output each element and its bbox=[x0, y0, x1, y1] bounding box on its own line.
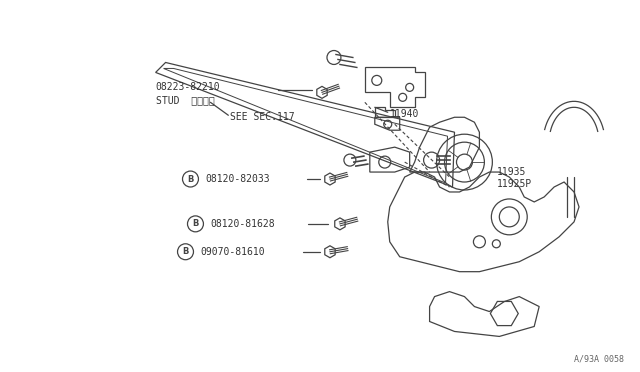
Text: 08120-81628: 08120-81628 bbox=[211, 219, 275, 229]
Text: B: B bbox=[182, 247, 189, 256]
Text: A/93A 0058: A/93A 0058 bbox=[574, 355, 624, 363]
Text: SEE SEC.117: SEE SEC.117 bbox=[230, 112, 295, 122]
Text: STUD  スタッド: STUD スタッド bbox=[156, 95, 214, 105]
Text: 08120-82033: 08120-82033 bbox=[205, 174, 270, 184]
Text: B: B bbox=[192, 219, 198, 228]
Text: 08223-82210: 08223-82210 bbox=[156, 82, 220, 92]
Text: 11940: 11940 bbox=[390, 109, 419, 119]
Text: 11935: 11935 bbox=[497, 167, 527, 177]
Text: 11925P: 11925P bbox=[497, 179, 532, 189]
Text: 09070-81610: 09070-81610 bbox=[200, 247, 265, 257]
Text: B: B bbox=[188, 174, 194, 183]
